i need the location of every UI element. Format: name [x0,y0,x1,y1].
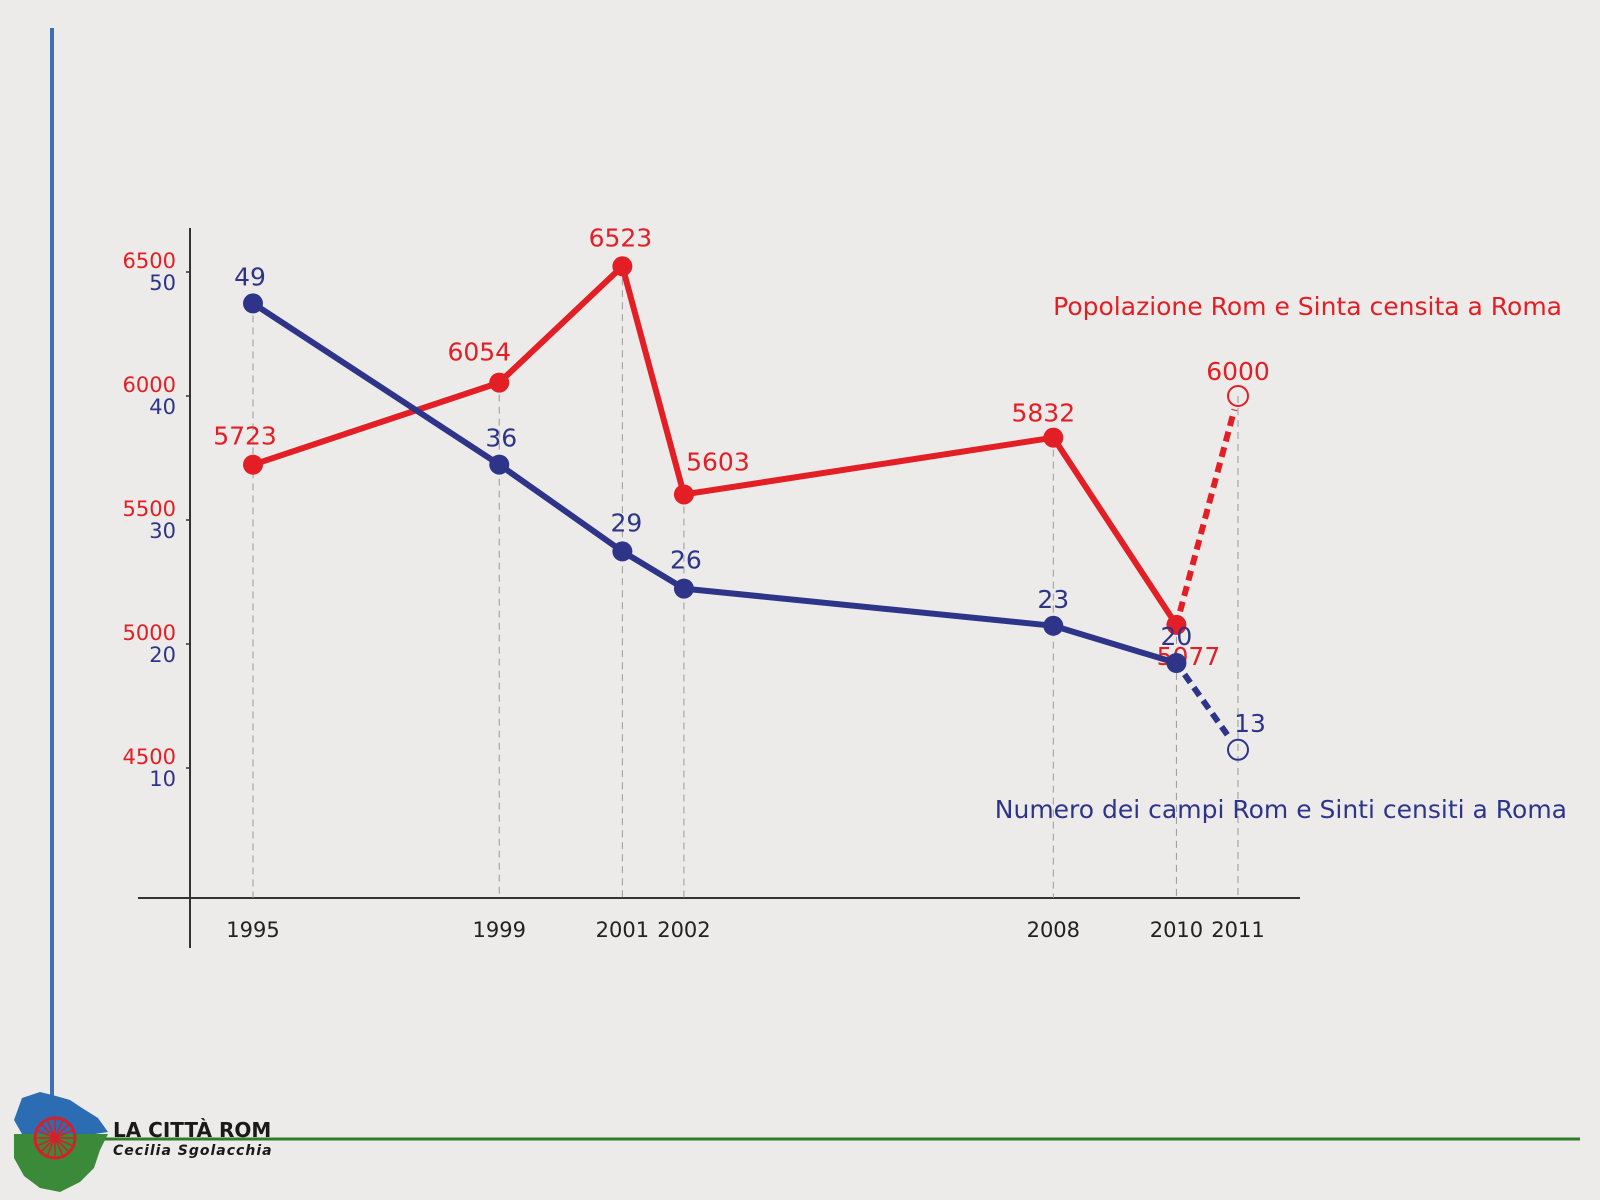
data-point-camps [489,454,510,475]
data-point-camps [243,293,263,314]
series-projection-camps [1182,672,1233,741]
data-label-camps: 36 [485,424,517,453]
data-point-camps [673,578,694,599]
y-tick-population: 6500 [123,249,176,273]
data-label-camps: 20 [1161,622,1193,651]
x-tick-labels: 1995 1999 2001 2002 2008 2010 2011 [226,918,1264,942]
y-tick-camps: 20 [149,643,176,667]
data-point-population [1043,427,1064,448]
y-tick-population: 5500 [123,497,176,521]
y-tick-camps: 30 [149,519,176,543]
data-label-camps: 49 [234,262,266,291]
data-label-population: 5832 [1012,399,1076,428]
logo-map-top [14,1092,108,1134]
data-label-population: 5603 [686,447,750,476]
data-point-population [1166,614,1187,635]
data-point-population [673,484,694,505]
series-layer: 5723605465235603583250776000493629262320… [213,223,1270,761]
y-tick-population: 4500 [123,745,176,769]
data-label-population: 6054 [447,338,511,367]
data-point-camps [612,541,633,562]
legend-population: Popolazione Rom e Sinta censita a Roma [1053,292,1562,321]
x-tick-label: 2010 [1150,918,1203,942]
data-point-population [243,454,263,475]
data-point-estimate-camps [1227,738,1249,761]
data-label-population: 6523 [589,223,653,252]
series-line-camps [251,300,1178,666]
x-tick-label: 1999 [473,918,526,942]
data-label-camps: 23 [1037,585,1069,614]
data-label-camps: 29 [610,508,642,537]
brand-title: LA CITTÀ ROM [113,1118,271,1142]
logo-wheel-icon [33,1116,77,1160]
logo: LA CITTÀ ROM Cecilia Sgolacchia [14,1092,273,1192]
data-label-population: 6000 [1206,357,1270,386]
x-tick-label: 1995 [226,918,279,942]
data-point-estimate-population [1227,385,1249,407]
data-point-camps [1043,615,1064,636]
y-tick-camps: 40 [149,395,176,419]
logo-map-bottom [14,1134,108,1192]
y-tick-camps: 10 [149,767,176,791]
y-tick-population: 6000 [123,373,176,397]
y-tick-camps: 50 [149,271,176,295]
data-label-population: 5723 [213,422,277,451]
x-tick-label: 2001 [596,918,649,942]
data-point-camps [1166,653,1187,673]
x-tick-label: 2002 [657,918,710,942]
series-line-population [252,263,1179,627]
x-tick-label: 2008 [1027,918,1080,942]
series-projection-population [1177,408,1238,613]
y-tick-population: 5000 [123,621,176,645]
data-point-population [489,372,510,393]
data-label-camps: 26 [670,546,702,575]
data-point-population [612,256,633,277]
data-label-camps: 13 [1234,709,1266,738]
legend-camps: Numero dei campi Rom e Sinti censiti a R… [995,795,1567,824]
x-tick-label: 2011 [1211,918,1264,942]
brand-subtitle: Cecilia Sgolacchia [113,1143,273,1159]
